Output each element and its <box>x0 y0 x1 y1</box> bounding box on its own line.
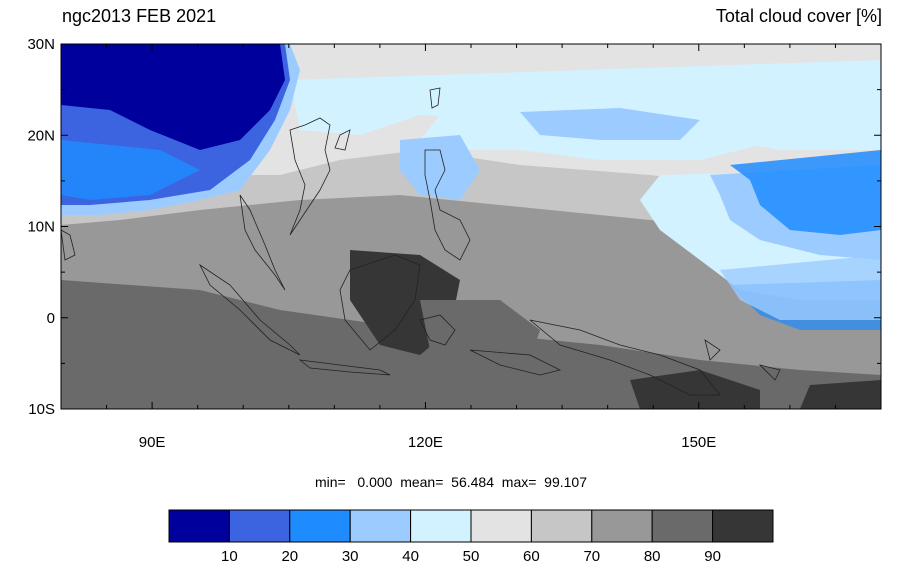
colorbar-swatch <box>470 509 532 543</box>
title-left: ngc2013 FEB 2021 <box>62 6 217 26</box>
colorbar-label: 70 <box>583 548 601 565</box>
lat-tick-label: 20N <box>27 127 55 144</box>
map-ticks: 30N 20N 10N 0 10S 90E 120E 150E <box>27 36 882 451</box>
stats-line: min= 0.000 mean= 56.484 max= 99.107 <box>314 474 587 490</box>
lon-tick-label: 120E <box>408 434 443 451</box>
colorbar-swatch <box>410 509 472 543</box>
lon-tick-label: 150E <box>681 434 716 451</box>
colorbar-swatch <box>712 509 774 543</box>
coastlines <box>61 87 781 396</box>
colorbar-swatch <box>168 509 230 543</box>
colorbar-label: 10 <box>221 548 238 565</box>
title-right: Total cloud cover [%] <box>715 6 882 26</box>
lat-tick-label: 0 <box>47 310 55 327</box>
colorbar-swatch <box>591 509 653 543</box>
colorbar-label: 60 <box>523 548 540 565</box>
lon-tick-label: 90E <box>139 434 166 451</box>
map-field <box>61 44 881 409</box>
colorbar-swatch <box>349 509 412 543</box>
cloud-cover-map: 30N 20N 10N 0 10S 90E 120E 150E <box>27 36 882 451</box>
colorbar-swatch <box>228 509 291 543</box>
lat-tick-label: 10S <box>28 401 55 418</box>
colorbar-label: 90 <box>704 548 721 565</box>
colorbar-swatch <box>289 509 351 543</box>
colorbar <box>168 509 774 543</box>
colorbar-label: 40 <box>402 548 419 565</box>
colorbar-swatch <box>530 509 593 543</box>
lat-tick-label: 10N <box>27 219 55 236</box>
colorbar-label: 30 <box>341 548 359 565</box>
colorbar-label: 80 <box>643 548 661 565</box>
lat-tick-label: 30N <box>27 36 55 53</box>
colorbar-label: 50 <box>462 548 480 565</box>
colorbar-label: 20 <box>281 548 299 565</box>
colorbar-swatch <box>651 509 714 543</box>
